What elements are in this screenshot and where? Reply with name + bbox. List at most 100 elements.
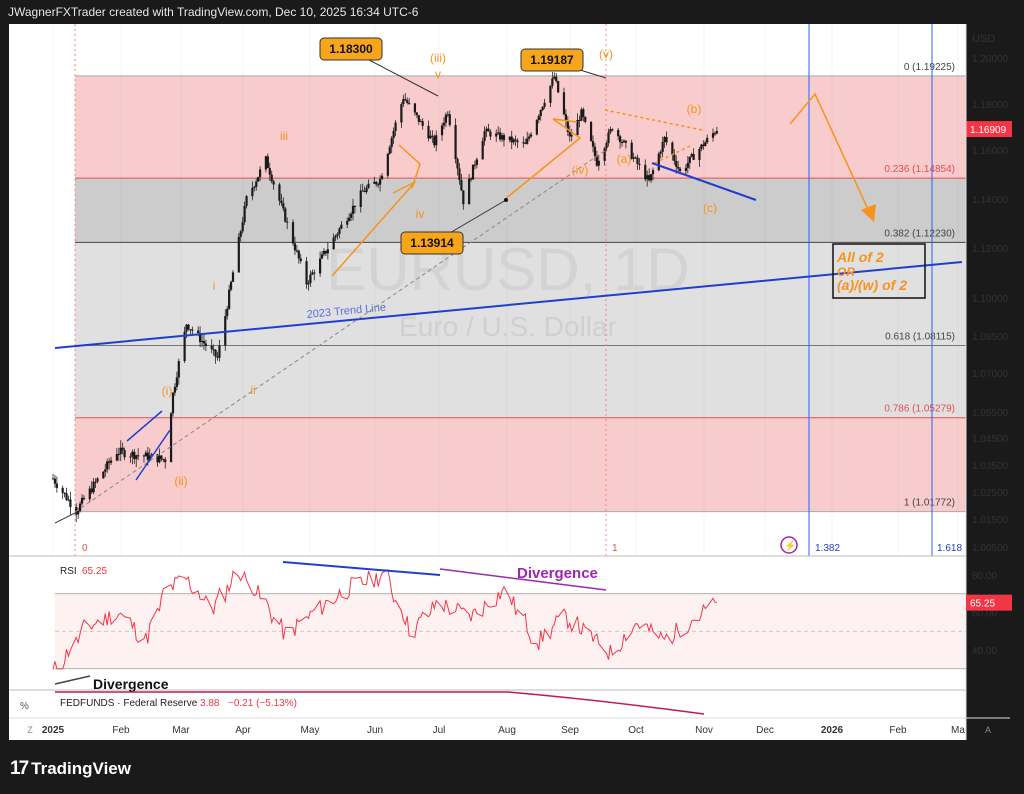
rsi-divergence-blue — [282, 561, 441, 576]
candle-body — [90, 488, 93, 493]
candle-body — [589, 121, 593, 141]
candle — [55, 476, 58, 493]
candle-body — [142, 455, 146, 457]
candle — [444, 112, 448, 128]
candle-body — [96, 478, 99, 482]
candle-body — [429, 135, 432, 139]
rsi-value: 65.25 — [82, 566, 107, 577]
candle-body — [456, 158, 459, 169]
candle-body — [150, 454, 153, 456]
callout-19187-box — [520, 48, 584, 72]
fib-label: 0.382 (1.12230) — [884, 228, 955, 239]
candle-body — [280, 200, 283, 204]
candle — [336, 232, 339, 240]
price-axis-area[interactable] — [966, 24, 1015, 740]
candle — [648, 168, 651, 182]
candle-body — [526, 138, 529, 144]
rsi-divergence-purple — [439, 568, 607, 591]
rsi-panel: 80.00 60.00 40.00 65.25 RSI 65.25 Divergence Di… — [52, 561, 1012, 692]
candle-body — [169, 413, 173, 463]
candle — [293, 236, 297, 255]
candle-body — [162, 459, 165, 461]
candle-body — [415, 112, 418, 116]
candle — [419, 118, 422, 123]
time-axis[interactable]: 2025 Feb Mar Apr May Jun Jul Aug Sep Oct Nov Dec 202… — [27, 725, 991, 736]
candle — [713, 131, 717, 136]
candle-body — [671, 142, 674, 155]
candle-body — [177, 361, 180, 378]
tradingview-logo[interactable]: 17 TradingView — [10, 758, 131, 780]
candle — [454, 118, 457, 164]
candle-body — [535, 119, 538, 135]
candle-body — [131, 451, 134, 457]
candle — [119, 440, 122, 461]
candle-body — [489, 131, 492, 137]
candle-body — [458, 168, 461, 181]
price-tick: 1.18000 — [972, 100, 1009, 111]
last-price-text: 1.16909 — [970, 125, 1007, 136]
fib-band-236-382 — [75, 178, 966, 243]
candle — [609, 126, 612, 135]
candle — [78, 501, 82, 513]
candle — [284, 206, 287, 223]
candle — [498, 127, 502, 142]
candle-body — [212, 349, 215, 351]
fib-band-0-236 — [75, 75, 966, 179]
channel-dashed — [74, 149, 607, 513]
candle — [485, 126, 488, 138]
wave-label: (iii) — [430, 51, 446, 65]
candle-body — [224, 316, 227, 346]
candle-body — [442, 122, 446, 126]
candle — [394, 120, 397, 137]
candle — [270, 170, 273, 184]
candle-body — [566, 120, 569, 132]
candle — [429, 130, 432, 139]
callout-18300-text: 1.18300 — [329, 42, 373, 56]
candle — [96, 477, 99, 484]
candle-body — [313, 272, 316, 274]
candle-body — [77, 511, 80, 515]
candle — [377, 182, 380, 189]
candle — [129, 453, 132, 463]
candle — [404, 93, 407, 102]
grid-lines — [52, 24, 959, 556]
candle — [92, 478, 95, 495]
candle — [495, 129, 498, 142]
candle — [286, 217, 289, 230]
candle — [282, 197, 285, 212]
candle — [591, 135, 595, 153]
watermark-name: Euro / U.S. Dollar — [399, 311, 617, 342]
candle-body — [408, 102, 411, 104]
candle — [241, 216, 244, 234]
candle — [471, 164, 475, 180]
candle-body — [576, 119, 579, 136]
time-tick: Mar — [172, 725, 190, 736]
candle — [251, 181, 254, 201]
candle-body — [512, 139, 515, 143]
candle — [553, 72, 556, 80]
candle-body — [390, 138, 393, 148]
candle — [475, 157, 478, 169]
fib-time-label: 1.618 — [937, 543, 962, 554]
candle-body — [508, 136, 511, 141]
candle-body — [171, 392, 175, 414]
candle — [677, 160, 680, 172]
time-tick: Jul — [433, 725, 446, 736]
candle — [549, 85, 552, 108]
candle — [661, 136, 664, 158]
candle — [584, 116, 587, 124]
candle — [603, 146, 606, 166]
candle-body — [706, 137, 709, 143]
candle — [624, 140, 628, 149]
candle — [380, 173, 384, 180]
candle-body — [307, 283, 310, 285]
candle — [605, 140, 608, 152]
candle — [526, 131, 529, 145]
candle-body — [495, 133, 498, 137]
candle — [483, 126, 486, 146]
candle-body — [444, 114, 448, 123]
candle-body — [468, 178, 471, 205]
candle — [229, 280, 233, 292]
brand-label: TradingView — [31, 759, 131, 778]
